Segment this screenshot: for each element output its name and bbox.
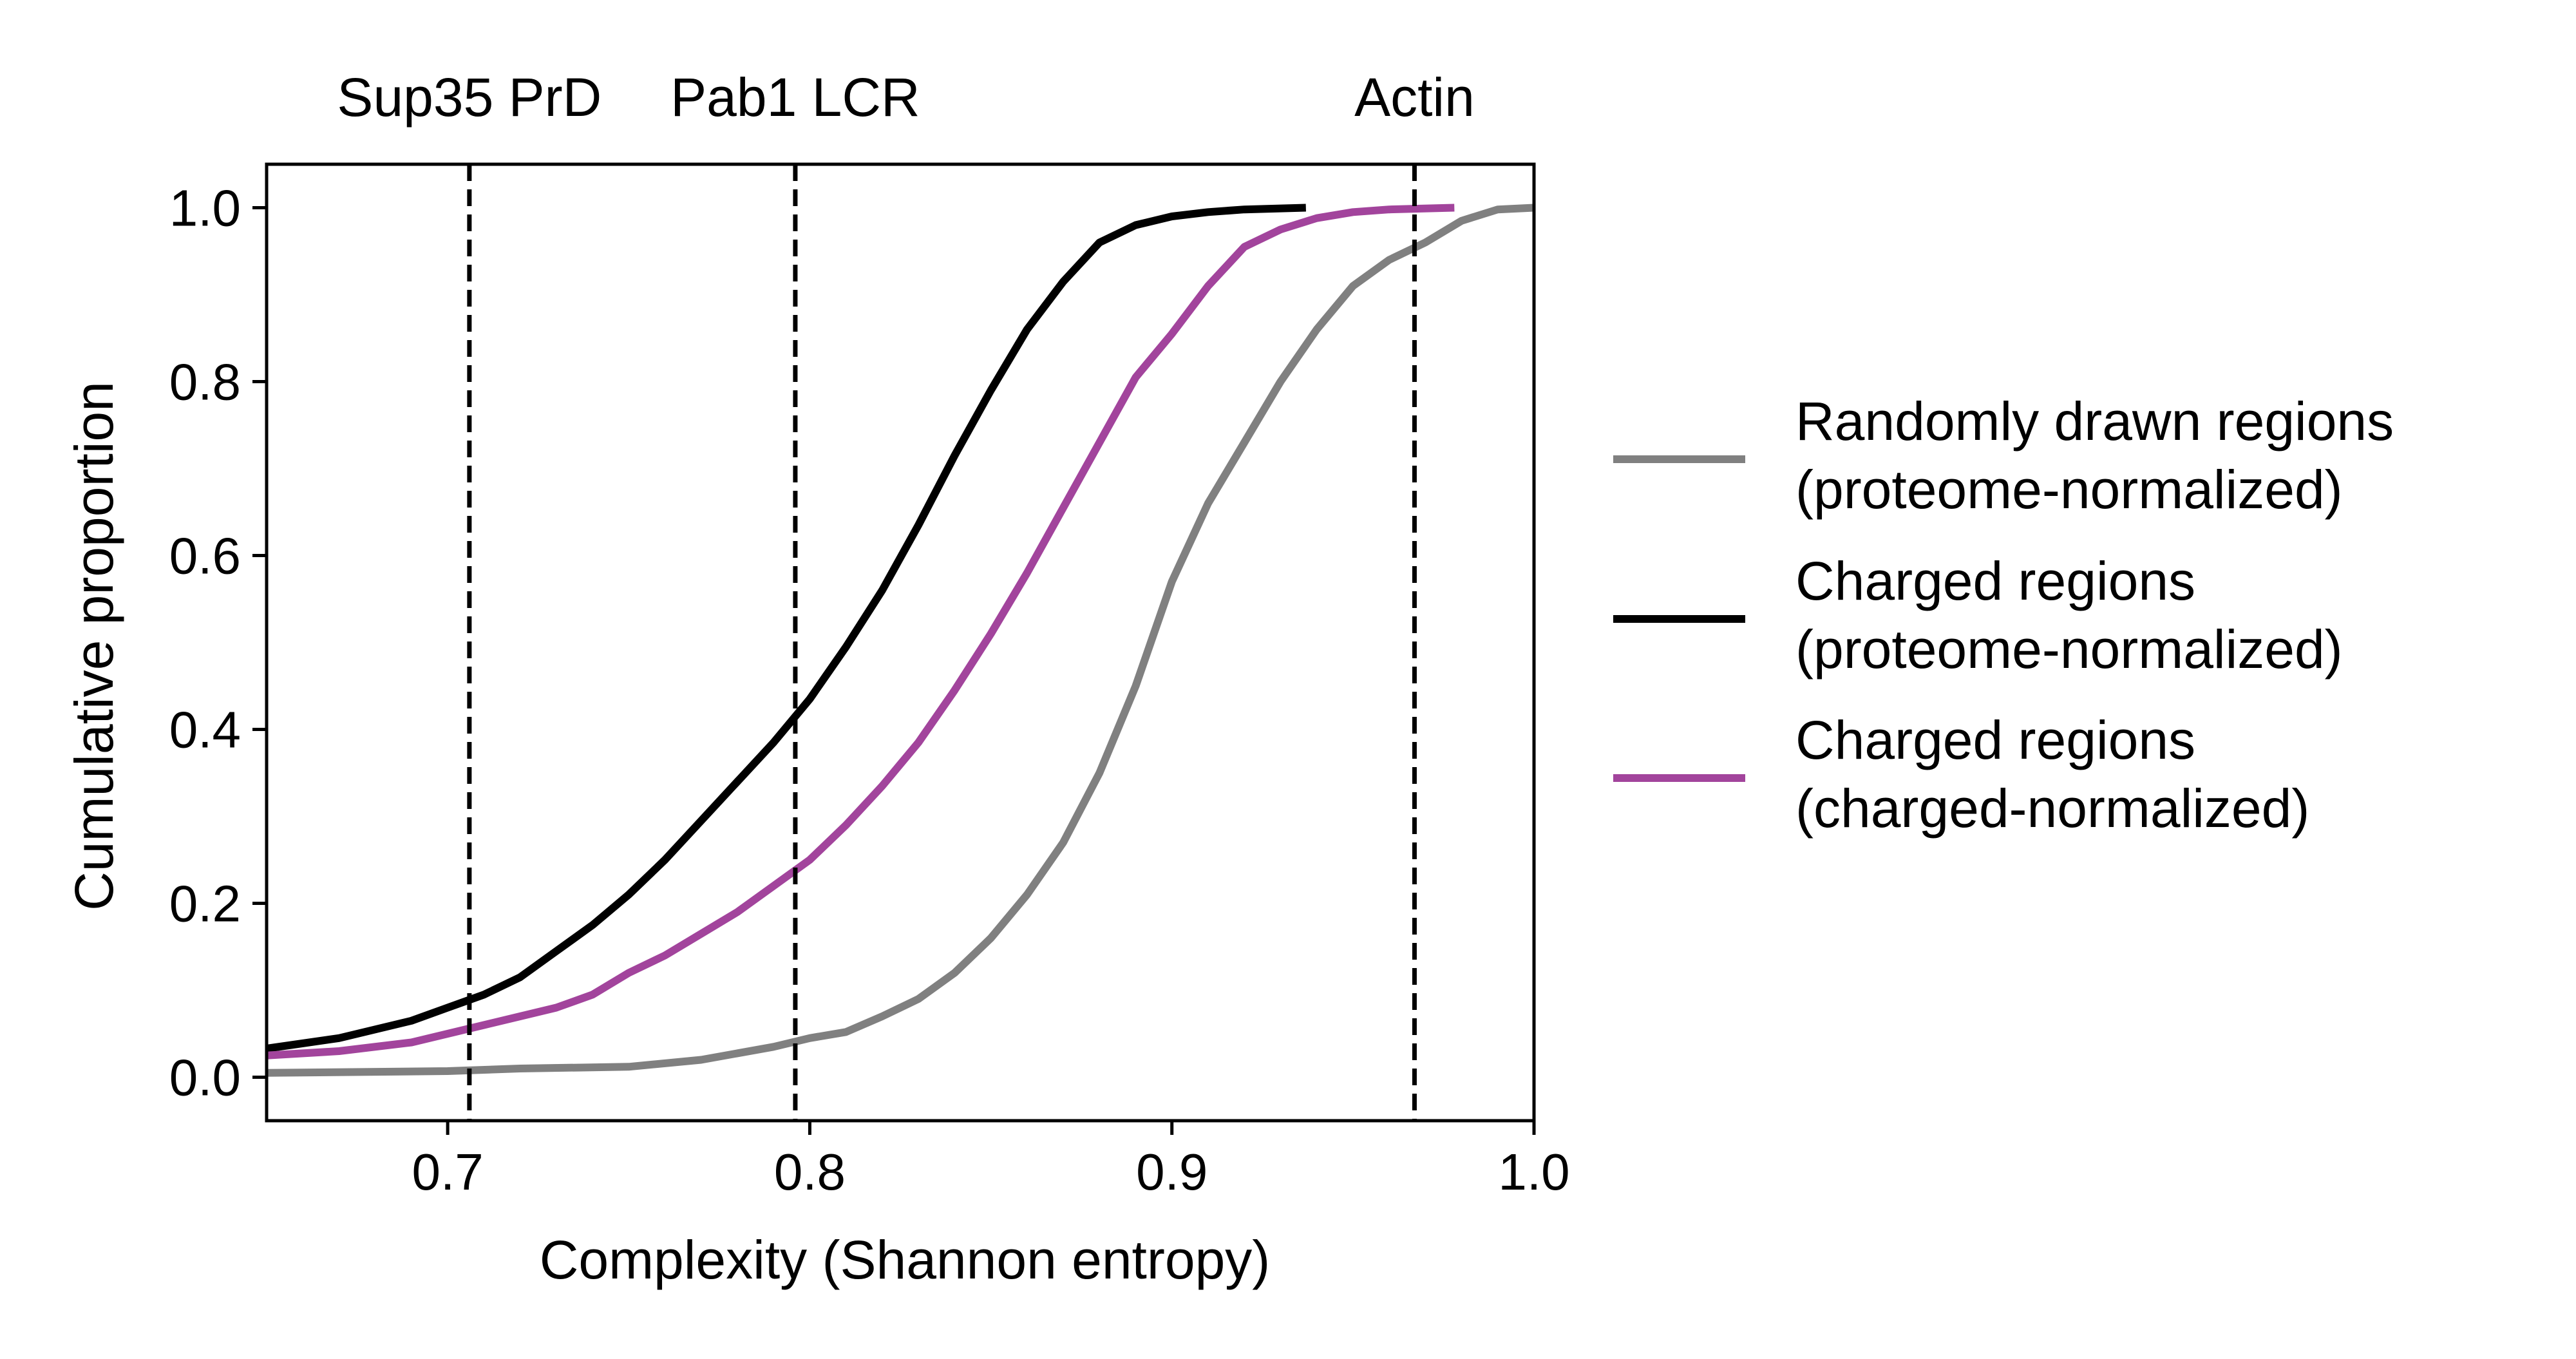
- series-layer: [266, 204, 1535, 1077]
- y-tick-label: 0.0: [169, 1049, 241, 1107]
- x-tick-label: 0.8: [774, 1143, 846, 1201]
- y-tick-label: 0.6: [169, 527, 241, 585]
- x-axis-title: Complexity (Shannon entropy): [540, 1230, 1271, 1290]
- y-tick-label: 1.0: [169, 180, 241, 237]
- legend-label-3: Charged regions (charged-normalized): [1795, 710, 2309, 839]
- y-tick-label: 0.4: [169, 701, 241, 759]
- y-tick-label: 0.8: [169, 354, 241, 411]
- reference-lines-layer: Sup35 PrD Pab1 LCR Actin: [337, 67, 1475, 1121]
- reference-label-1: Sup35 PrD: [337, 67, 601, 128]
- legend-label-1: Randomly drawn regions (proteome-normaliz…: [1795, 391, 2394, 520]
- y-tick-label: 0.2: [169, 875, 241, 933]
- series-line-3: [266, 204, 1455, 1060]
- legend: Randomly drawn regions (proteome-normaliz…: [1613, 391, 2394, 839]
- series-line-2: [266, 204, 1306, 1052]
- x-tick-label: 1.0: [1498, 1143, 1569, 1201]
- plot-frame: [265, 162, 1536, 1123]
- legend-label-2: Charged regions (proteome-normalized): [1795, 551, 2343, 680]
- axes-layer: 0.7 0.8 0.9 1.0 0.0 0.2 0.4 0.6 0.8 1.0: [169, 162, 1570, 1201]
- x-tick-label: 0.7: [412, 1143, 484, 1201]
- y-axis-title: Cumulative proportion: [64, 381, 124, 911]
- reference-label-2: Pab1 LCR: [670, 67, 920, 128]
- x-tick-label: 0.9: [1136, 1143, 1208, 1201]
- series-line-1: [266, 204, 1535, 1077]
- reference-label-3: Actin: [1354, 67, 1475, 128]
